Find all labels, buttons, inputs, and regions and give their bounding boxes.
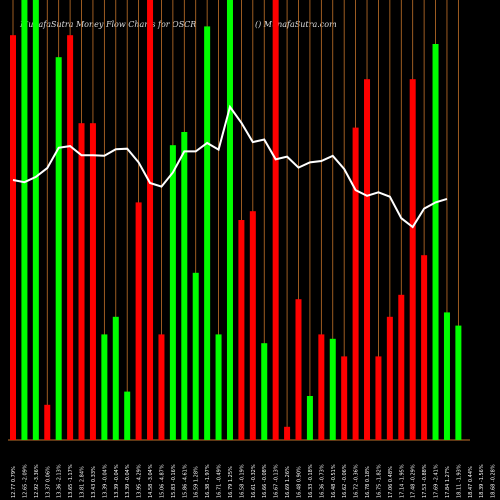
flow-bar <box>158 334 165 440</box>
flow-bar <box>10 35 16 440</box>
flow-bar <box>204 26 211 441</box>
x-tick-label: 13.37 0.06% <box>45 466 51 498</box>
x-tick-label: 16.66 -0.08% <box>262 464 268 498</box>
x-tick-label: 12.65 -2.09% <box>22 464 28 498</box>
x-tick-label: 15.86 -4.61% <box>182 464 188 498</box>
x-tick-label: 13.39 -0.04% <box>102 464 108 498</box>
x-tick-label: 17.84 1.27% <box>445 466 451 498</box>
flow-bar <box>364 79 371 440</box>
flow-bar <box>44 404 51 440</box>
x-tick-label: 16.48 0.90% <box>297 466 303 498</box>
x-tick-label: 16.36 -0.73% <box>319 464 325 498</box>
x-tick-label: 16.78 0.18% <box>365 466 371 498</box>
x-tick-label: 16.33 -0.18% <box>308 464 314 498</box>
flow-bar <box>261 343 268 440</box>
flow-bar <box>147 0 154 440</box>
flow-bar <box>352 127 359 440</box>
flow-bar <box>21 0 28 440</box>
x-tick-label: 15.06 -4.87% <box>159 464 165 498</box>
x-tick-label: 18.68 -0.28% <box>491 464 497 498</box>
flow-bar <box>329 338 336 440</box>
flow-bar <box>421 255 428 440</box>
flow-bar <box>89 123 96 440</box>
x-tick-label: 15.83 -0.16% <box>171 464 177 498</box>
x-tick-label: 18.47 0.44% <box>468 466 474 498</box>
x-tick-label: 13.95 -4.29% <box>137 464 143 498</box>
flow-bar <box>455 325 462 440</box>
flow-bar <box>78 123 85 440</box>
x-tick-label: 13.36 -2.13% <box>57 464 63 498</box>
x-tick-label: 13.65 -1.17% <box>68 464 74 498</box>
x-tick-label: 18.11 -1.93% <box>456 464 462 498</box>
flow-bar <box>375 356 382 440</box>
x-tick-label: 17.06 0.48% <box>388 466 394 498</box>
x-tick-label: 16.67 -0.13% <box>274 464 280 498</box>
flow-bar <box>169 145 176 440</box>
flow-bar <box>226 0 233 440</box>
x-tick-label: 12.77 0.79% <box>11 466 17 498</box>
flow-bar <box>238 220 245 440</box>
x-tick-label: 16.38 -1.97% <box>205 464 211 498</box>
x-tick-label: 12.92 -3.36% <box>34 464 40 498</box>
flow-bar <box>318 334 325 440</box>
flow-bar <box>295 299 302 440</box>
x-tick-label: 14.58 -3.04% <box>148 464 154 498</box>
flow-bar <box>306 396 313 440</box>
x-tick-label: 17.48 -0.29% <box>411 464 417 498</box>
flow-bar <box>101 334 108 440</box>
x-tick-label: 16.58 -0.19% <box>239 464 245 498</box>
x-tick-label: 16.75 -1.82% <box>376 464 382 498</box>
flow-bar <box>32 0 39 440</box>
x-tick-label: 13.39 -0.04% <box>125 464 131 498</box>
flow-bar <box>135 202 142 440</box>
flow-bar <box>284 426 291 440</box>
flow-bar <box>386 316 393 440</box>
x-tick-label: 17.14 -1.95% <box>399 464 405 498</box>
flow-bar <box>272 0 279 440</box>
x-tick-label: 17.69 -2.41% <box>434 464 440 498</box>
x-tick-label: 13.43 0.33% <box>91 466 97 498</box>
x-tick-label: 16.69 1.26% <box>285 466 291 498</box>
x-tick-label: 16.79 1.25% <box>228 466 234 498</box>
flow-bar <box>67 35 74 440</box>
x-tick-label: 16.59 1.28% <box>194 466 200 498</box>
flow-bar <box>409 79 416 440</box>
flow-bar <box>55 57 62 440</box>
x-tick-label: 16.62 -0.06% <box>342 464 348 498</box>
x-tick-label: 16.48 -0.51% <box>331 464 337 498</box>
x-tick-label: 16.72 -0.36% <box>354 464 360 498</box>
x-tick-label: 13.81 2.84% <box>80 466 86 498</box>
flow-bar <box>192 272 199 440</box>
x-tick-label: 16.61 -0.32% <box>251 464 257 498</box>
site-credit: () MunafaSutra.com <box>255 20 337 29</box>
flow-bar <box>249 211 256 440</box>
flow-bar <box>215 334 222 440</box>
flow-bar <box>341 356 348 440</box>
x-tick-label: 16.71 -0.49% <box>217 464 223 498</box>
flow-bar <box>112 316 119 440</box>
flow-bar <box>124 391 131 440</box>
x-tick-label: 13.39 -0.04% <box>114 464 120 498</box>
flow-bar <box>432 44 439 440</box>
x-tick-label: 17.53 -0.88% <box>422 464 428 498</box>
money-flow-line <box>12 104 448 229</box>
flow-bar <box>181 132 188 440</box>
flow-bar <box>443 312 450 440</box>
x-tick-label: 18.39 -1.56% <box>479 464 485 498</box>
flow-bar <box>398 294 405 440</box>
chart-title: MunafaSutra Money Flow Charts for OSCR <box>20 20 197 29</box>
